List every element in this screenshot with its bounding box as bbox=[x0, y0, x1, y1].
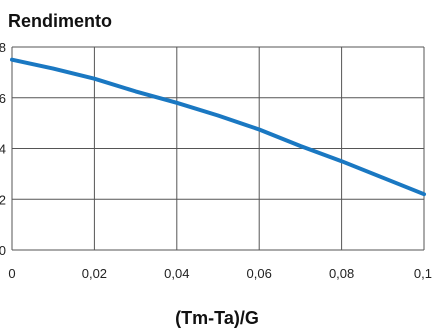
x-tick-label: 0 bbox=[8, 266, 15, 281]
series-layer bbox=[10, 57, 426, 197]
efficiency-curve-line bbox=[10, 57, 426, 197]
y-axis-ticks: .8 .6 .4 .2 0 bbox=[0, 40, 6, 258]
y-tick-label: .8 bbox=[0, 40, 6, 55]
chart-title: Rendimento bbox=[8, 11, 112, 31]
y-tick-label: .2 bbox=[0, 192, 6, 207]
x-tick-label: 0,02 bbox=[82, 266, 107, 281]
y-tick-label: .4 bbox=[0, 142, 6, 157]
x-tick-label: 0,04 bbox=[164, 266, 189, 281]
y-tick-label: .6 bbox=[0, 91, 6, 106]
x-tick-label: 0,06 bbox=[247, 266, 272, 281]
x-axis-ticks: 0 0,02 0,04 0,06 0,08 0,1 bbox=[8, 266, 432, 281]
x-tick-label: 0,08 bbox=[329, 266, 354, 281]
y-tick-label: 0 bbox=[0, 243, 6, 258]
x-tick-label: 0,1 bbox=[414, 266, 432, 281]
x-axis-label: (Tm-Ta)/G bbox=[175, 308, 259, 328]
grid bbox=[11, 46, 425, 251]
